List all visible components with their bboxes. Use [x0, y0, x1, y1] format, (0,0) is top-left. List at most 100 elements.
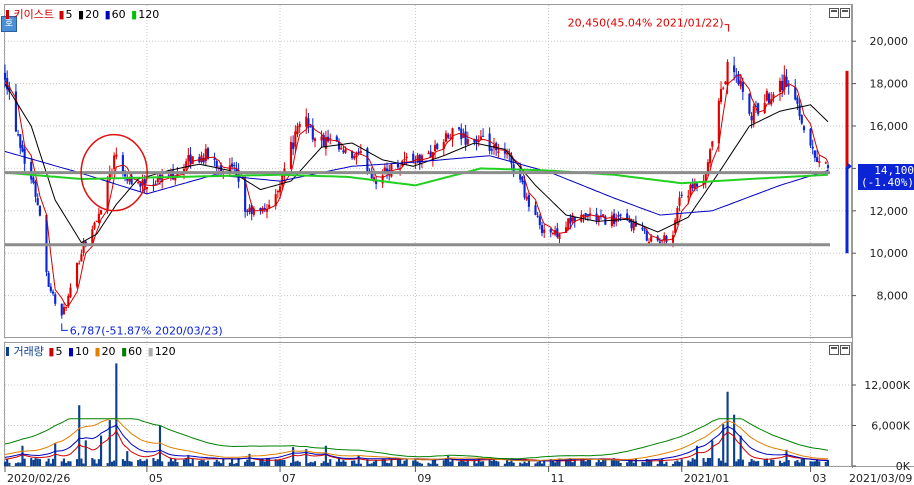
current-price-arrow [847, 162, 852, 171]
candle-body [733, 65, 736, 73]
volume-bar [706, 457, 710, 466]
volume-bar [357, 455, 360, 466]
candle-body [512, 164, 515, 172]
volume-bar [75, 459, 79, 466]
volume-bar [564, 459, 568, 466]
candle-body [108, 172, 111, 181]
candle-body [473, 139, 476, 142]
price-panel-maximize-button[interactable] [840, 8, 850, 18]
candle-body [477, 139, 480, 142]
candle-body [351, 150, 354, 158]
volume-bar [65, 462, 68, 466]
candle-body [8, 86, 11, 93]
volume-tick-label: 0K [896, 460, 911, 473]
volume-bar [473, 460, 476, 466]
candle-body [206, 148, 210, 159]
volume-bar [154, 461, 157, 466]
volume-bar [82, 463, 85, 466]
candle-body [536, 215, 539, 217]
candle-body [811, 146, 814, 149]
volume-legend-ma10: ▮10 [67, 345, 89, 358]
price-tick-label: 8,000 [877, 290, 909, 303]
volume-bar [283, 459, 286, 466]
volume-bar [752, 460, 755, 466]
volume-bar [366, 459, 369, 466]
candle-body [564, 227, 568, 233]
candle-body [719, 89, 723, 102]
candle-body [689, 184, 692, 196]
volume-bar [182, 459, 186, 466]
candle-body [246, 210, 249, 212]
volume-bar [23, 458, 26, 466]
candle-body [185, 161, 188, 169]
candle-body [540, 225, 544, 233]
volume-bar [737, 459, 740, 466]
volume-bar [206, 460, 210, 466]
candle-body [121, 155, 124, 172]
volume-bar [340, 461, 343, 466]
candle-body [695, 183, 699, 187]
volume-bar [588, 458, 592, 466]
candle-body [172, 170, 175, 180]
candle-body [691, 183, 694, 189]
volume-bar [202, 460, 205, 466]
candle-body [324, 137, 327, 149]
price-panel-frame [4, 4, 852, 338]
candle-body [521, 176, 524, 183]
candle-body [322, 135, 325, 147]
candle-body [268, 204, 271, 208]
volume-bar [420, 463, 424, 466]
candle-body [414, 163, 417, 165]
volume-bar [51, 458, 55, 466]
candle-body [204, 148, 207, 162]
candle-body [405, 156, 408, 159]
volume-bar [401, 463, 404, 466]
candle-body [344, 149, 347, 153]
candle-body [641, 227, 644, 230]
candle-body [490, 149, 493, 151]
volume-bar [246, 459, 249, 466]
volume-bar [521, 463, 524, 466]
candle-body [51, 291, 55, 294]
volume-bar [174, 458, 177, 466]
candle-body [567, 218, 570, 230]
candle-body [706, 162, 710, 172]
candle-body [785, 76, 788, 87]
candle-body [826, 165, 830, 168]
volume-bar [739, 435, 742, 466]
volume-bar [265, 457, 269, 466]
corner-mode-button[interactable]: 호 [1, 16, 17, 32]
price-legend-name: 키이스트 [13, 8, 54, 21]
price-legend-ma20: ▮20 [78, 8, 100, 21]
x-tick-label: 03 [813, 472, 827, 485]
candle-body [420, 155, 424, 162]
volume-bar [733, 414, 736, 466]
candle-body [506, 152, 509, 155]
volume-bar [458, 461, 461, 466]
volume-bar [97, 459, 100, 466]
volume-legend-ma5: ▮5 [48, 345, 63, 358]
candle-body [49, 286, 52, 292]
price-tick-label: 18,000 [870, 78, 909, 91]
volume-bar [191, 458, 194, 466]
volume-bar [416, 461, 419, 466]
volume-panel-minimize-button[interactable] [829, 345, 839, 355]
volume-bar [324, 445, 327, 466]
candle-body [145, 186, 148, 190]
volume-bar [612, 458, 616, 466]
candle-body [3, 72, 7, 80]
candle-body [617, 215, 620, 217]
candle-body [665, 235, 668, 242]
candle-body [381, 175, 384, 184]
candle-body [106, 180, 109, 210]
volume-bar [477, 458, 480, 466]
candle-body [757, 103, 760, 115]
candle-body [711, 141, 714, 147]
highlight-circle [80, 133, 148, 212]
candle-body [60, 303, 63, 316]
volume-bar [772, 459, 775, 466]
price-panel-minimize-button[interactable] [829, 8, 839, 18]
volume-panel-maximize-button[interactable] [840, 345, 850, 355]
candle-body [674, 220, 677, 233]
candle-body [798, 104, 801, 117]
